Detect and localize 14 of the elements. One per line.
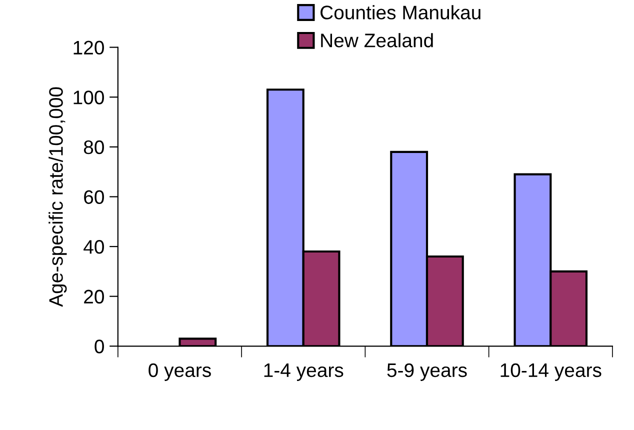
y-tick-label: 100 — [74, 90, 104, 104]
x-tick-label: 1-4 years — [264, 364, 344, 381]
x-tick-label: 10-14 years — [500, 363, 602, 381]
y-axis-title: Age-specific rate/100,000 — [48, 87, 67, 307]
y-tick-label: 40 — [84, 240, 104, 254]
y-tick-label: 60 — [84, 190, 104, 204]
y-tick-label: 120 — [74, 40, 104, 55]
x-tick-label: 0 years — [148, 363, 211, 381]
legend-label: New Zealand — [321, 33, 433, 48]
x-tick-label: 5-9 years — [387, 363, 467, 381]
y-tick-label: 20 — [84, 290, 104, 304]
y-tick-label: 80 — [84, 140, 104, 154]
legend-label: Counties Manukau — [320, 5, 480, 20]
y-tick-label: 0 — [94, 340, 104, 354]
